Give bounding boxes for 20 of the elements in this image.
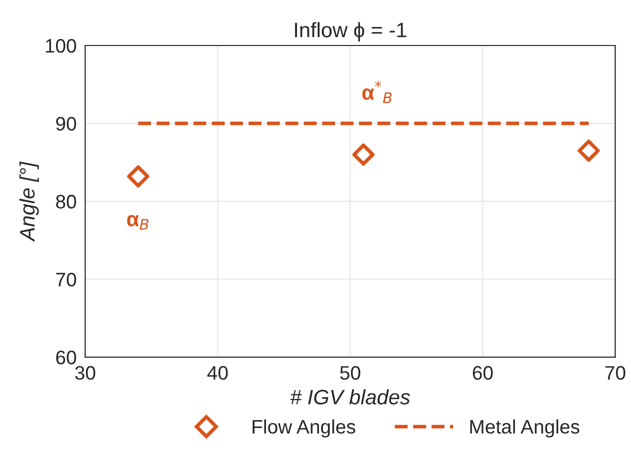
y-tick-label: 60: [56, 350, 76, 364]
y-tick-label: 80: [56, 194, 76, 209]
point: [578, 140, 600, 162]
x-tick-label: 70: [605, 366, 626, 380]
x-tick-label: 50: [340, 366, 360, 380]
legend-label: Flow Angles: [252, 419, 356, 438]
point: [352, 144, 375, 166]
x-axis-title: # IGV blades: [290, 389, 410, 404]
annotation: α$^{*}$$_{B}$: [362, 80, 392, 104]
point: [127, 165, 150, 188]
y-tick-label: 100: [46, 38, 76, 53]
x-tick-label: 30: [75, 366, 96, 380]
x-tick-label: 40: [207, 366, 228, 380]
legend-label: Metal Angles: [470, 419, 580, 438]
y-tick-label: 70: [56, 272, 76, 286]
y-tick-label: 90: [56, 116, 76, 131]
annotation: α$_{B}$: [127, 214, 148, 230]
y-axis-title: Angle [°]: [19, 161, 39, 242]
chart-title: Inflow ϕ = -1: [295, 22, 406, 42]
x-tick-label: 60: [472, 366, 493, 380]
